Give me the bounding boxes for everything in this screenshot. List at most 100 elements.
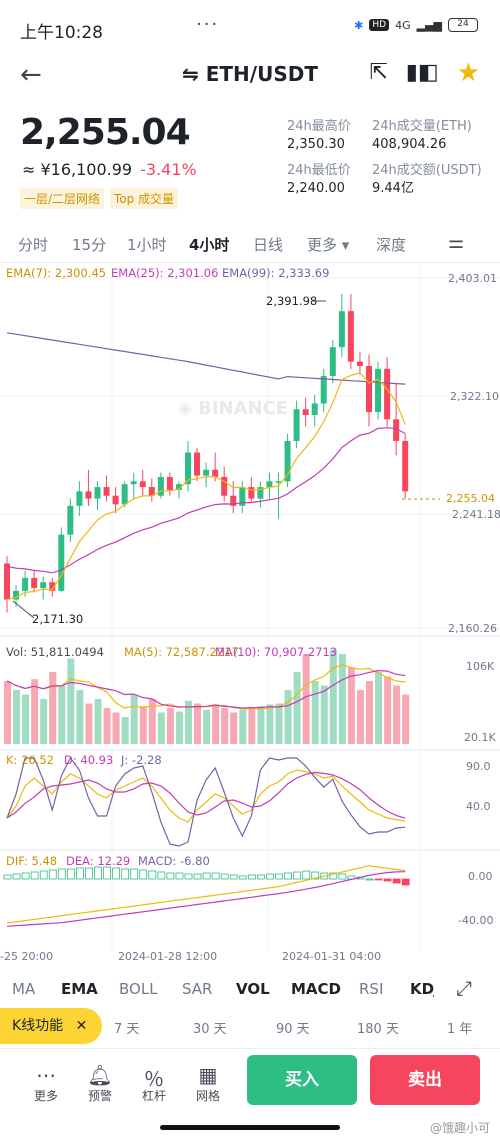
kdj-k-label: K: 26.52 (6, 753, 54, 767)
vol-eth-value: 408,904.26 (372, 137, 447, 152)
volume-bar (175, 711, 183, 744)
bluetooth-icon: ✱ (354, 18, 364, 32)
kdj-axis-bottom: 40.0 (466, 800, 491, 813)
tab-sar[interactable]: SAR (182, 980, 213, 998)
kline-function-label: K线功能 (12, 1018, 64, 1034)
macd-axis-top: 0.00 (468, 870, 493, 883)
volume-bar (284, 690, 292, 744)
ema7-label: EMA(7): 2,300.45 (6, 266, 107, 280)
volume-bar (112, 712, 120, 744)
tradingview-icon[interactable]: ▮◧ (405, 60, 439, 85)
interval-15m[interactable]: 15分 (72, 236, 107, 254)
last-price: 2,255.04 (20, 112, 191, 153)
time-axis-2: 2024-01-28 12:00 (118, 950, 218, 963)
volume-axis-top: 106K (466, 660, 495, 673)
volume-bar (320, 685, 328, 744)
pair-title[interactable]: ⇋ ETH/USDT (182, 62, 318, 86)
high-annotation: 2,391.98 (266, 294, 318, 308)
vol-usdt-label: 24h成交额(USDT) (372, 163, 482, 178)
home-indicator (160, 1125, 340, 1130)
volume-bar (166, 708, 174, 744)
volume-bar (148, 699, 156, 744)
interval-4h[interactable]: 4小时 (189, 236, 230, 254)
interval-1d[interactable]: 日线 (253, 236, 284, 254)
settings-sliders-icon[interactable]: ⚌ (448, 232, 465, 253)
tab-ema[interactable]: EMA (61, 980, 98, 998)
nav-leverage[interactable]: ％ 杠杆 (134, 1063, 174, 1104)
volume-bar (31, 679, 39, 744)
candle-body (67, 505, 74, 535)
range-180d[interactable]: 180 天 (357, 1022, 399, 1037)
volume-bar (40, 699, 48, 744)
interval-time[interactable]: 分时 (18, 236, 49, 254)
candle-body (402, 440, 409, 492)
volume-bar (366, 681, 373, 744)
macd-bar (148, 870, 157, 880)
back-arrow-icon[interactable]: ← (20, 60, 42, 90)
volume-bar (203, 709, 211, 744)
nav-grid[interactable]: ▦ 网格 (188, 1063, 228, 1104)
macd-bar (392, 878, 401, 884)
sell-button[interactable]: 卖出 (370, 1055, 480, 1105)
share-icon[interactable]: ⇱ (369, 60, 388, 85)
macd-bar (103, 866, 111, 880)
tab-vol[interactable]: VOL (236, 980, 270, 998)
range-30d[interactable]: 30 天 (193, 1022, 227, 1037)
ema7-line (6, 372, 406, 601)
kline-function-button[interactable]: K线功能 ✕ (0, 1008, 102, 1044)
macd-bar (247, 874, 256, 880)
tag-layer[interactable]: 一层/二层网络 (20, 188, 105, 209)
watermark: @饿趣小可 (429, 1121, 490, 1135)
macd-bar (202, 872, 211, 880)
high-value: 2,350.30 (287, 137, 345, 152)
macd-bar (175, 872, 184, 880)
kline-chart[interactable]: ◈ BINANCE (0, 262, 500, 952)
candle-body (248, 487, 255, 499)
status-time: 上午10:28 (20, 23, 103, 43)
macd-bar (193, 873, 202, 880)
candle-body (320, 376, 327, 404)
tab-rsi[interactable]: RSI (359, 980, 384, 998)
favorite-star-icon[interactable]: ★ (456, 58, 480, 88)
volume-bar (221, 708, 229, 744)
volume-bar (85, 703, 93, 744)
depth-tab[interactable]: 深度 (376, 236, 407, 254)
price-axis-mid: 2,322.10 (450, 390, 499, 403)
nav-alert[interactable]: 🔔︎ 预警 (80, 1063, 120, 1104)
candle-body (239, 487, 246, 506)
network-label: 4G (395, 18, 411, 32)
range-90d[interactable]: 90 天 (276, 1022, 310, 1037)
candle-body (4, 563, 10, 600)
macd-bar (238, 875, 247, 880)
range-1y[interactable]: 1 年 (447, 1022, 473, 1037)
macd-bar (211, 872, 220, 880)
tab-kdj[interactable]: KDJ (410, 980, 434, 998)
candle-body (130, 481, 137, 485)
interval-more[interactable]: 更多 ▾ (307, 236, 350, 254)
range-7d[interactable]: 7 天 (114, 1022, 140, 1037)
cny-price-line: ≈ ¥16,100.99 -3.41% (22, 160, 197, 179)
price-axis-top: 2,403.01 (448, 272, 497, 285)
expand-icon[interactable]: ⤢ (456, 976, 472, 1000)
candle-body (266, 481, 273, 488)
interval-1h[interactable]: 1小时 (127, 236, 167, 254)
candle-body (375, 368, 382, 413)
buy-button[interactable]: 买入 (247, 1055, 357, 1105)
candle-body (58, 534, 65, 591)
tab-ma[interactable]: MA (12, 980, 36, 998)
macd-bar (85, 867, 93, 880)
tag-top-volume[interactable]: Top 成交量 (110, 188, 179, 209)
close-icon[interactable]: ✕ (75, 1018, 88, 1034)
macd-bar (302, 870, 311, 880)
macd-bar (94, 866, 102, 880)
volume-bars (4, 649, 410, 744)
tab-macd[interactable]: MACD (291, 980, 341, 998)
macd-bar (121, 868, 130, 880)
candle-body (212, 469, 219, 477)
volume-bar (375, 672, 383, 744)
nav-leverage-label: 杠杆 (141, 1089, 166, 1103)
volume-bar (121, 717, 129, 744)
tab-boll[interactable]: BOLL (119, 980, 158, 998)
kdj-d-label: D: 40.93 (64, 753, 114, 767)
nav-more[interactable]: ⋯ 更多 (26, 1063, 66, 1104)
